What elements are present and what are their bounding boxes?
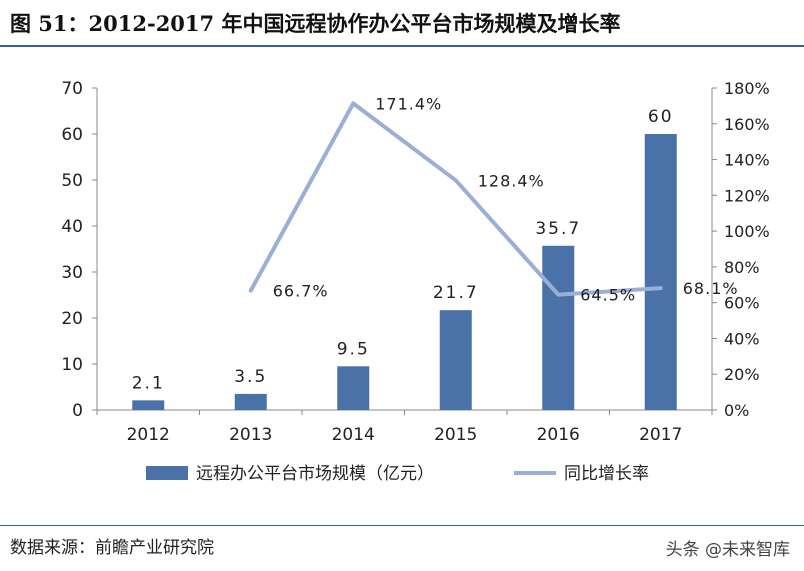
right-axis-tick-label: 140% [724, 151, 770, 170]
growth-rate-point-2017 [659, 286, 663, 290]
left-axis-tick-label: 10 [61, 355, 83, 375]
right-axis-tick-label: 80% [724, 258, 760, 277]
right-axis-tick-label: 180% [724, 79, 770, 98]
x-axis-tick-label: 2012 [127, 425, 170, 445]
figure-title: 图 51：2012-2017 年中国远程协作办公平台市场规模及增长率 [10, 11, 621, 36]
bar-2016 [542, 245, 575, 410]
growth-rate-data-label: 128.4% [478, 171, 545, 190]
bar-2012 [132, 400, 165, 410]
growth-rate-data-label: 171.4% [375, 94, 442, 113]
growth-rate-data-label: 64.5% [580, 286, 636, 305]
growth-rate-line [248, 101, 663, 297]
right-axis-tick-label: 0% [724, 401, 749, 420]
right-axis-tick-label: 60% [724, 294, 760, 313]
left-axis-tick-label: 60 [61, 125, 83, 145]
bar-data-label: 2.1 [132, 373, 165, 393]
left-axis-tick-label: 20 [61, 309, 83, 329]
bar-2014 [337, 366, 370, 410]
growth-rate-point-2015 [454, 178, 458, 182]
bar-data-label: 60 [648, 107, 674, 127]
bar-data-label: 35.7 [535, 219, 581, 239]
x-axis-tick-label: 2013 [229, 425, 272, 445]
legend-swatch-bar [146, 466, 188, 480]
growth-rate-point-2016 [556, 293, 560, 297]
title-divider [0, 45, 804, 47]
footer-divider [0, 525, 804, 526]
growth-rate-data-label: 66.7% [273, 282, 329, 301]
left-axis-tick-label: 0 [72, 401, 83, 421]
legend-label-bar: 远程办公平台市场规模（亿元） [196, 464, 434, 484]
combo-chart: 0 10 20 30 40 50 60 70 0% 20% 40% 60% 80% 100% 120% 140… [61, 79, 770, 484]
growth-rate-point-2013 [249, 289, 253, 293]
right-axis-tick-label: 120% [724, 186, 770, 205]
right-axis-tick-label: 20% [724, 365, 760, 384]
left-axis-tick-label: 70 [61, 79, 83, 99]
left-axis-tick-label: 40 [61, 217, 83, 237]
left-axis-tick-label: 30 [61, 263, 83, 283]
growth-rate-point-2014 [351, 101, 355, 105]
watermark: 头条 @未来智库 [665, 540, 790, 560]
chart-area: 0 10 20 30 40 50 60 70 0% 20% 40% 60% 80% 100% 120% 140… [0, 48, 804, 518]
source-note: 数据来源：前瞻产业研究院 [10, 538, 214, 558]
right-axis-tick-label: 160% [724, 115, 770, 134]
right-axis-tick-label: 40% [724, 329, 760, 348]
bar-data-label: 9.5 [337, 339, 370, 359]
bar-2013 [234, 393, 267, 410]
figure-header: 图 51：2012-2017 年中国远程协作办公平台市场规模及增长率 [0, 0, 804, 44]
growth-rate-data-label: 68.1% [683, 279, 739, 298]
bar-data-label: 3.5 [234, 367, 267, 387]
x-axis-tick-label: 2017 [639, 425, 682, 445]
x-axis-tick-label: 2016 [537, 425, 580, 445]
bar-2015 [439, 310, 472, 410]
right-axis-tick-label: 100% [724, 222, 770, 241]
bar-data-label: 21.7 [433, 283, 479, 303]
bar-2017 [644, 134, 677, 410]
x-axis-tick-label: 2015 [434, 425, 477, 445]
left-axis-tick-label: 50 [61, 171, 83, 191]
x-axis-tick-label: 2014 [332, 425, 375, 445]
legend-label-line: 同比增长率 [564, 464, 649, 484]
